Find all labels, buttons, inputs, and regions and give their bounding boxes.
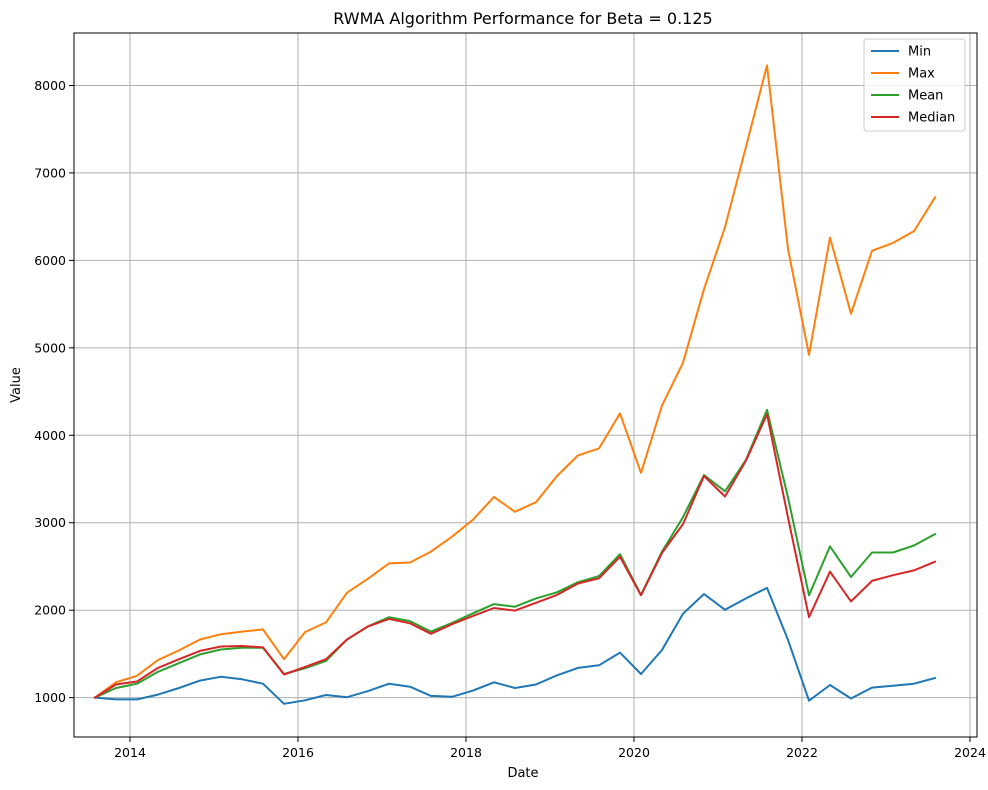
x-axis-label: Date [507,766,538,781]
x-axis-ticks: 2014 2016 2018 2020 2022 2024 [114,737,986,760]
x-tick-label: 2018 [450,745,482,760]
chart-title: RWMA Algorithm Performance for Beta = 0.… [333,9,712,28]
plot-frame [73,32,978,738]
series-line-median [93,413,937,699]
series-line-min [93,586,937,705]
x-tick-label: 2014 [114,745,146,760]
y-axis-label: Value [9,367,24,403]
y-tick-label: 3000 [34,515,66,530]
x-tick-label: 2016 [282,745,314,760]
y-tick-label: 5000 [34,340,66,355]
legend-box [863,38,966,132]
y-tick-label: 6000 [34,253,66,268]
y-tick-label: 1000 [34,690,66,705]
legend-label: Mean [908,89,943,104]
y-tick-label: 7000 [34,165,66,180]
series-layer [93,64,937,705]
y-axis-ticks: 1000 2000 3000 4000 5000 6000 7000 8000 [34,78,74,705]
y-tick-label: 4000 [34,428,66,443]
x-tick-label: 2022 [786,745,818,760]
series-line-mean [93,408,937,699]
legend: Min Max Mean Median [863,38,966,132]
legend-label: Max [908,67,935,82]
x-tick-label: 2020 [618,745,650,760]
y-tick-label: 2000 [34,603,66,618]
series-line-max [93,64,937,699]
grid [74,33,977,737]
y-tick-label: 8000 [34,78,66,93]
x-tick-label: 2024 [954,745,986,760]
legend-label: Min [908,45,931,60]
legend-label: Median [908,111,955,126]
